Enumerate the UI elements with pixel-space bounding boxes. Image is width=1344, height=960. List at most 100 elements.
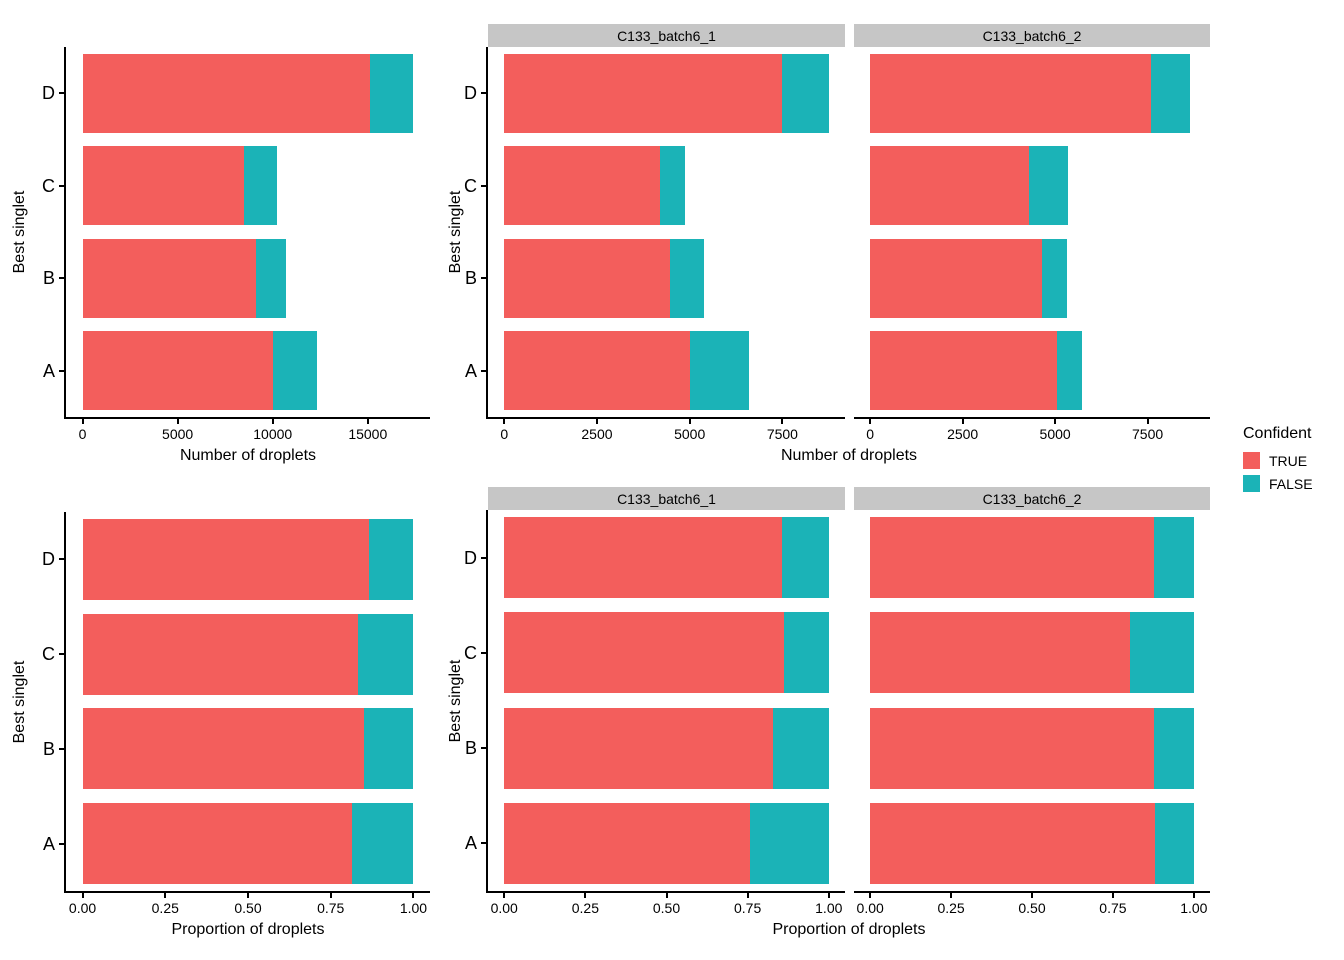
x-axis-line xyxy=(486,891,845,893)
x-tick-label: 1.00 xyxy=(815,900,843,916)
bar-segment-false xyxy=(1130,612,1194,694)
legend: Confident TRUE FALSE xyxy=(1232,424,1344,498)
y-tick-mark xyxy=(59,747,64,750)
bar-segment-false xyxy=(689,331,750,411)
x-tick-mark xyxy=(688,419,691,424)
legend-label-false: FALSE xyxy=(1269,475,1313,492)
legend-swatch-false xyxy=(1243,475,1260,493)
y-category-label: B xyxy=(464,268,477,289)
bar-segment-true xyxy=(870,517,1154,599)
bar-segment-true xyxy=(870,238,1043,318)
x-tick-mark xyxy=(1054,419,1057,424)
bar-segment-false xyxy=(1153,707,1194,789)
bar-segment-false xyxy=(244,146,277,226)
x-tick-mark xyxy=(869,893,872,898)
x-tick-mark xyxy=(81,893,84,898)
facet-strip: C133_batch6_1 xyxy=(488,487,845,510)
bar-segment-false xyxy=(670,238,705,318)
y-category-label: D xyxy=(464,547,477,568)
x-axis-title: Proportion of droplets xyxy=(171,921,325,938)
x-tick-label: 2500 xyxy=(581,426,613,442)
bar-segment-true xyxy=(504,802,751,884)
x-tick-label: 10000 xyxy=(253,426,293,442)
y-category-label: C xyxy=(464,642,477,663)
chart-proportion-overall: Best singlet Proportion of droplets 0.00 0.… xyxy=(0,480,448,960)
y-axis-title: Best singlet xyxy=(447,659,465,742)
x-tick-mark xyxy=(584,893,587,898)
x-tick-mark xyxy=(961,419,964,424)
bar-segment-false xyxy=(783,612,829,694)
y-tick-mark xyxy=(481,556,486,559)
bar-segment-false xyxy=(352,803,414,885)
y-axis-title: Best singlet xyxy=(11,660,29,743)
x-tick-mark xyxy=(247,893,249,898)
y-category-label: B xyxy=(42,738,55,759)
x-tick-label: 2500 xyxy=(947,426,979,442)
x-axis-line xyxy=(64,417,430,419)
x-tick-mark xyxy=(595,419,598,424)
y-tick-mark xyxy=(481,369,486,372)
bar-segment-false xyxy=(782,517,829,599)
x-tick-label: 0 xyxy=(866,426,875,442)
bar-segment-true xyxy=(870,802,1156,884)
x-axis-title: Number of droplets xyxy=(179,447,317,464)
bar-segment-false xyxy=(1029,146,1069,226)
chart-counts-overall: Best singlet Number of droplets 0 5000 10000… xyxy=(0,0,448,480)
bar-segment-true xyxy=(82,518,370,600)
x-axis-line xyxy=(64,891,430,893)
bar-segment-true xyxy=(504,707,774,789)
x-axis-line xyxy=(854,891,1210,893)
bar-segment-true xyxy=(870,331,1057,411)
y-tick-mark xyxy=(481,277,486,280)
y-category-label: A xyxy=(42,360,55,381)
x-tick-label: 0 xyxy=(78,426,87,442)
x-tick-mark xyxy=(366,419,369,424)
x-tick-label: 15000 xyxy=(348,426,388,442)
x-tick-mark xyxy=(503,893,506,898)
y-axis-line xyxy=(486,510,488,893)
bar-segment-false xyxy=(364,708,414,790)
y-category-label: C xyxy=(464,175,477,196)
bar-segment-false xyxy=(369,53,414,133)
bar-segment-true xyxy=(870,146,1030,226)
x-tick-label: 1.00 xyxy=(399,900,428,916)
y-tick-mark xyxy=(59,558,64,561)
x-tick-label: 0.25 xyxy=(571,900,599,916)
bar-segment-false xyxy=(369,518,414,600)
bar-segment-true xyxy=(504,146,660,226)
x-tick-label: 0.00 xyxy=(490,900,518,916)
x-tick-label: 5000 xyxy=(674,426,706,442)
chart-proportion-by-batch: Best singlet Proportion of droplets C133_b… xyxy=(447,480,1226,960)
x-tick-mark xyxy=(329,893,332,898)
y-category-label: D xyxy=(464,83,477,104)
x-axis-line xyxy=(854,417,1210,419)
x-tick-mark xyxy=(1192,893,1195,898)
x-tick-mark xyxy=(950,893,953,898)
x-tick-label: 5000 xyxy=(1039,426,1071,442)
legend-item-true: TRUE xyxy=(1232,452,1344,470)
bar-segment-true xyxy=(82,708,365,790)
legend-swatch-true xyxy=(1243,452,1260,470)
x-tick-mark xyxy=(1111,893,1114,898)
legend-item-false: FALSE xyxy=(1232,475,1344,493)
bar-segment-true xyxy=(82,331,274,411)
x-tick-label: 5000 xyxy=(162,426,194,442)
x-tick-label: 0.00 xyxy=(856,900,884,916)
y-category-label: B xyxy=(464,738,477,759)
bar-segment-true xyxy=(870,53,1151,133)
facet-strip: C133_batch6_2 xyxy=(854,487,1210,510)
bar-segment-true xyxy=(82,238,256,318)
y-tick-mark xyxy=(481,842,486,845)
bar-segment-true xyxy=(504,612,784,694)
x-tick-label: 7500 xyxy=(766,426,798,442)
y-tick-mark xyxy=(59,184,64,187)
x-tick-mark xyxy=(271,419,274,424)
bar-segment-true xyxy=(82,613,358,695)
bar-segment-false xyxy=(357,613,414,695)
x-tick-label: 0.75 xyxy=(1099,900,1127,916)
bar-segment-false xyxy=(782,53,829,133)
x-tick-mark xyxy=(412,893,415,898)
bar-segment-true xyxy=(82,53,370,133)
x-tick-label: 1.00 xyxy=(1180,900,1208,916)
bar-segment-true xyxy=(82,146,245,226)
